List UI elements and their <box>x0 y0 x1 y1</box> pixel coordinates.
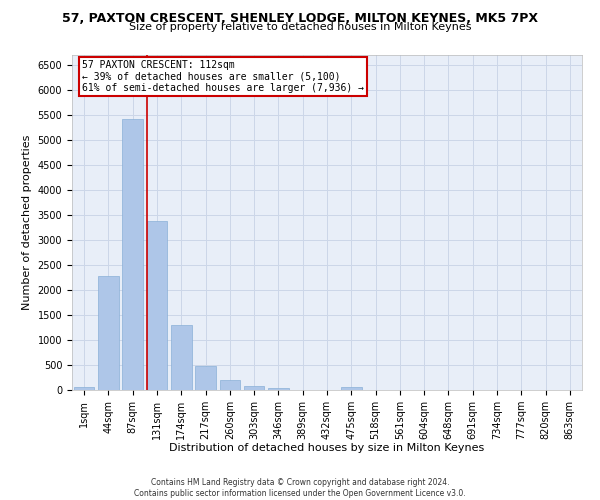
Bar <box>146 221 167 390</box>
Bar <box>195 366 216 390</box>
Bar <box>98 276 119 390</box>
Y-axis label: Number of detached properties: Number of detached properties <box>22 135 32 310</box>
Bar <box>341 387 362 390</box>
Bar <box>220 380 240 390</box>
Bar <box>268 388 289 390</box>
Bar <box>122 119 143 390</box>
Bar <box>74 386 94 390</box>
Bar <box>171 325 191 390</box>
Bar <box>244 386 265 390</box>
Text: Size of property relative to detached houses in Milton Keynes: Size of property relative to detached ho… <box>129 22 471 32</box>
Text: 57 PAXTON CRESCENT: 112sqm
← 39% of detached houses are smaller (5,100)
61% of s: 57 PAXTON CRESCENT: 112sqm ← 39% of deta… <box>82 60 364 93</box>
Text: 57, PAXTON CRESCENT, SHENLEY LODGE, MILTON KEYNES, MK5 7PX: 57, PAXTON CRESCENT, SHENLEY LODGE, MILT… <box>62 12 538 26</box>
X-axis label: Distribution of detached houses by size in Milton Keynes: Distribution of detached houses by size … <box>169 444 485 454</box>
Text: Contains HM Land Registry data © Crown copyright and database right 2024.
Contai: Contains HM Land Registry data © Crown c… <box>134 478 466 498</box>
